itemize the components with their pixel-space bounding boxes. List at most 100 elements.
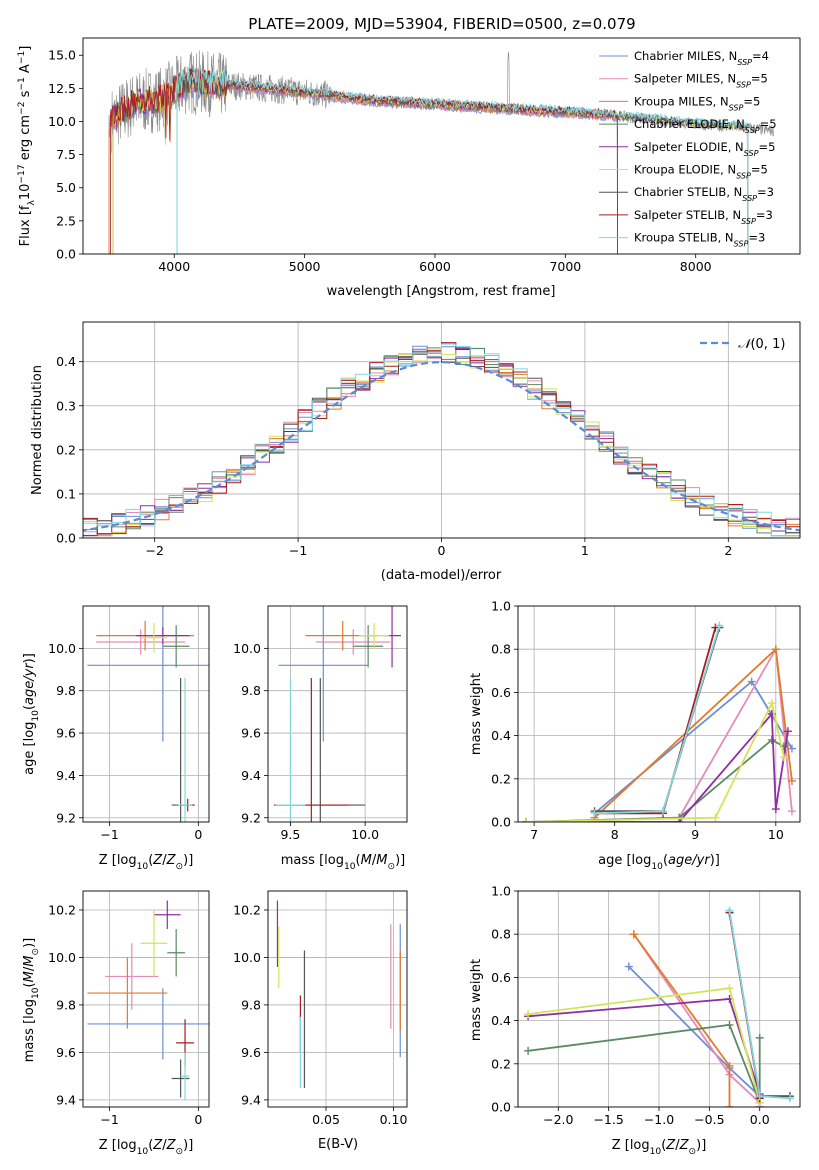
y-tick-label: 9.8 bbox=[56, 683, 76, 698]
y-tick-label: 9.2 bbox=[56, 810, 76, 825]
panel-spectrum: 4000 5000 6000 7000 8000 0.0 2.5 5.0 7.5 10.0 12.5… bbox=[17, 37, 801, 299]
legend-entry: Chabrier STELIB, NSSP=3 bbox=[634, 185, 774, 203]
plot-area bbox=[518, 606, 800, 822]
axes-frame bbox=[267, 605, 408, 823]
x-tick-label: 7 bbox=[530, 827, 538, 842]
legend-entry: Kroupa STELIB, NSSP=3 bbox=[634, 231, 765, 249]
weight-marker bbox=[771, 805, 780, 814]
weight-marker bbox=[787, 744, 796, 753]
y-tick-label: 9.8 bbox=[241, 997, 261, 1012]
weight-marker bbox=[725, 906, 734, 915]
error-bar bbox=[140, 909, 168, 977]
weight-marker bbox=[787, 776, 796, 785]
weight-marker bbox=[624, 962, 633, 971]
x-tick-label: 6000 bbox=[419, 259, 451, 274]
plot-area bbox=[83, 606, 209, 822]
legend: Chabrier MILES, NSSP=4 Salpeter MILES, NS… bbox=[599, 49, 777, 248]
x-tick-label: 0.0 bbox=[750, 1112, 770, 1127]
axes-frame bbox=[517, 605, 801, 823]
legend-entry: Kroupa MILES, NSSP=5 bbox=[634, 94, 760, 112]
y-tick-label: 10.2 bbox=[233, 902, 261, 917]
plot-area bbox=[108, 50, 775, 254]
weight-marker bbox=[725, 984, 734, 993]
weight-line bbox=[526, 738, 785, 822]
axes-frame bbox=[517, 890, 801, 1108]
x-axis-label: Z [log10(Z/Z⊙)] bbox=[99, 1138, 194, 1157]
axes-frame bbox=[82, 605, 210, 823]
y-axis-label: mass weight bbox=[469, 673, 484, 755]
weight-marker bbox=[755, 1092, 764, 1101]
error-bar bbox=[275, 678, 306, 822]
y-tick-label: 9.4 bbox=[241, 768, 261, 783]
y-tick-label: 7.5 bbox=[56, 147, 76, 162]
plot-area bbox=[268, 606, 407, 822]
x-tick-label: −1.5 bbox=[593, 1112, 623, 1127]
x-tick-label: 0 bbox=[194, 1112, 202, 1127]
error-bar bbox=[140, 622, 168, 653]
y-tick-label: 0.0 bbox=[491, 1100, 511, 1115]
x-tick-label: 4000 bbox=[158, 259, 190, 274]
error-bar bbox=[87, 606, 209, 742]
axes-frame bbox=[82, 37, 801, 255]
weight-marker bbox=[711, 813, 720, 822]
error-bar bbox=[278, 606, 369, 742]
y-tick-label: 9.6 bbox=[56, 1045, 76, 1060]
axes-frame bbox=[82, 890, 210, 1108]
weight-marker bbox=[779, 753, 788, 762]
x-axis-label: Z [log10(Z/Z⊙)] bbox=[612, 1138, 707, 1157]
x-tick-label: −1.0 bbox=[644, 1112, 674, 1127]
weight-marker bbox=[659, 807, 668, 816]
y-tick-label: 10.0 bbox=[48, 114, 76, 129]
y-tick-label: 9.4 bbox=[56, 1092, 76, 1107]
x-axis-label: E(B-V) bbox=[318, 1137, 358, 1152]
residual-histogram bbox=[83, 343, 800, 537]
plot-area bbox=[268, 891, 407, 1107]
y-tick-label: 0.6 bbox=[491, 970, 511, 985]
weight-marker bbox=[747, 677, 756, 686]
weight-line bbox=[527, 1023, 761, 1104]
x-axis-label: Z [log10(Z/Z⊙)] bbox=[99, 853, 194, 872]
x-tick-label: 0.05 bbox=[312, 1112, 340, 1127]
y-axis-label: age [log10(age/yr)] bbox=[22, 653, 41, 775]
x-tick-label: −1 bbox=[100, 1112, 118, 1127]
y-tick-label: 1.0 bbox=[491, 884, 511, 899]
y-tick-label: 0.8 bbox=[491, 642, 511, 657]
y-tick-label: 0.0 bbox=[56, 531, 76, 546]
panel-weight_vs_age: 7 8 9 10 0.0 0.2 0.4 0.6 0.8 1.0 age [log10(age/yr… bbox=[469, 599, 801, 872]
panel-age_vs_Z: −1 0 9.2 9.4 9.6 9.8 10.0 Z [log10(Z/Z⊙)] age [l… bbox=[22, 605, 210, 872]
axes-frame bbox=[267, 890, 408, 1108]
y-tick-label: 9.6 bbox=[241, 1045, 261, 1060]
error-bar bbox=[153, 900, 181, 929]
x-tick-label: 9.5 bbox=[280, 827, 300, 842]
legend-entry: Salpeter STELIB, NSSP=3 bbox=[634, 208, 773, 226]
x-tick-label: 8 bbox=[611, 827, 619, 842]
weight-marker bbox=[522, 818, 531, 822]
model-spectrum bbox=[176, 66, 749, 254]
y-tick-label: 12.5 bbox=[48, 81, 76, 96]
legend-entry: Kroupa ELODIE, NSSP=5 bbox=[634, 163, 768, 181]
x-tick-label: 0.10 bbox=[380, 1112, 408, 1127]
weight-marker bbox=[767, 735, 776, 744]
weight-marker bbox=[725, 1020, 734, 1029]
x-tick-label: −2.0 bbox=[543, 1112, 573, 1127]
y-tick-label: 0.4 bbox=[491, 1013, 511, 1028]
error-bar bbox=[105, 943, 159, 1010]
model-spectrum bbox=[108, 71, 618, 254]
weight-marker bbox=[629, 930, 638, 939]
error-bar bbox=[87, 957, 168, 1029]
y-tick-label: 9.8 bbox=[56, 997, 76, 1012]
y-tick-label: 0.0 bbox=[56, 247, 76, 262]
y-tick-label: 5.0 bbox=[56, 180, 76, 195]
error-bar bbox=[162, 625, 190, 668]
y-tick-label: 0.8 bbox=[491, 927, 511, 942]
y-tick-label: 9.2 bbox=[241, 810, 261, 825]
x-tick-label: 8000 bbox=[680, 259, 712, 274]
error-bar bbox=[167, 928, 186, 977]
weight-line bbox=[528, 998, 761, 1107]
error-bar bbox=[177, 678, 193, 822]
weight-marker bbox=[524, 1046, 533, 1055]
x-axis-label: mass [log10(M/M⊙)] bbox=[281, 853, 405, 872]
x-tick-label: −1 bbox=[289, 543, 307, 558]
panel-mass_vs_ebv: 0.05 0.10 9.4 9.6 9.8 10.0 10.2 E(B-V) bbox=[233, 890, 408, 1152]
